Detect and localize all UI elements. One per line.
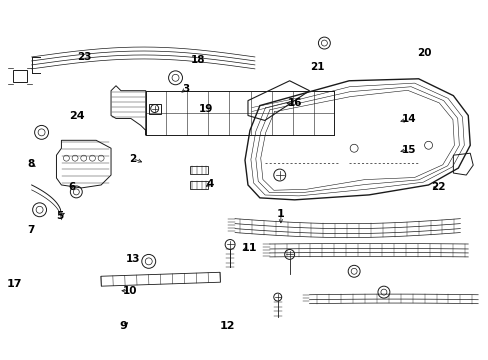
Text: 9: 9	[119, 321, 127, 332]
Text: 13: 13	[125, 253, 140, 264]
Bar	[148, 104, 161, 113]
Text: 6: 6	[68, 182, 76, 192]
Text: 23: 23	[77, 52, 91, 62]
Text: 17: 17	[6, 279, 22, 289]
Text: 20: 20	[416, 48, 430, 58]
Text: 14: 14	[401, 114, 416, 124]
Text: 19: 19	[198, 104, 212, 113]
Text: 12: 12	[219, 321, 235, 332]
Text: 8: 8	[27, 159, 35, 169]
Text: 22: 22	[430, 182, 445, 192]
Text: 10: 10	[123, 286, 138, 296]
Text: 11: 11	[241, 243, 257, 253]
Bar	[190, 181, 208, 189]
Text: 18: 18	[191, 55, 205, 65]
Text: 3: 3	[183, 84, 189, 94]
Text: 16: 16	[287, 98, 302, 108]
Text: 21: 21	[309, 63, 324, 72]
Text: 5: 5	[57, 211, 63, 221]
Text: 7: 7	[27, 225, 35, 235]
Bar	[13, 70, 27, 82]
Text: 15: 15	[402, 145, 416, 155]
Text: 24: 24	[69, 111, 85, 121]
Bar	[190, 166, 208, 174]
Text: 1: 1	[276, 209, 284, 219]
Text: 4: 4	[206, 179, 214, 189]
Text: 2: 2	[129, 154, 136, 163]
